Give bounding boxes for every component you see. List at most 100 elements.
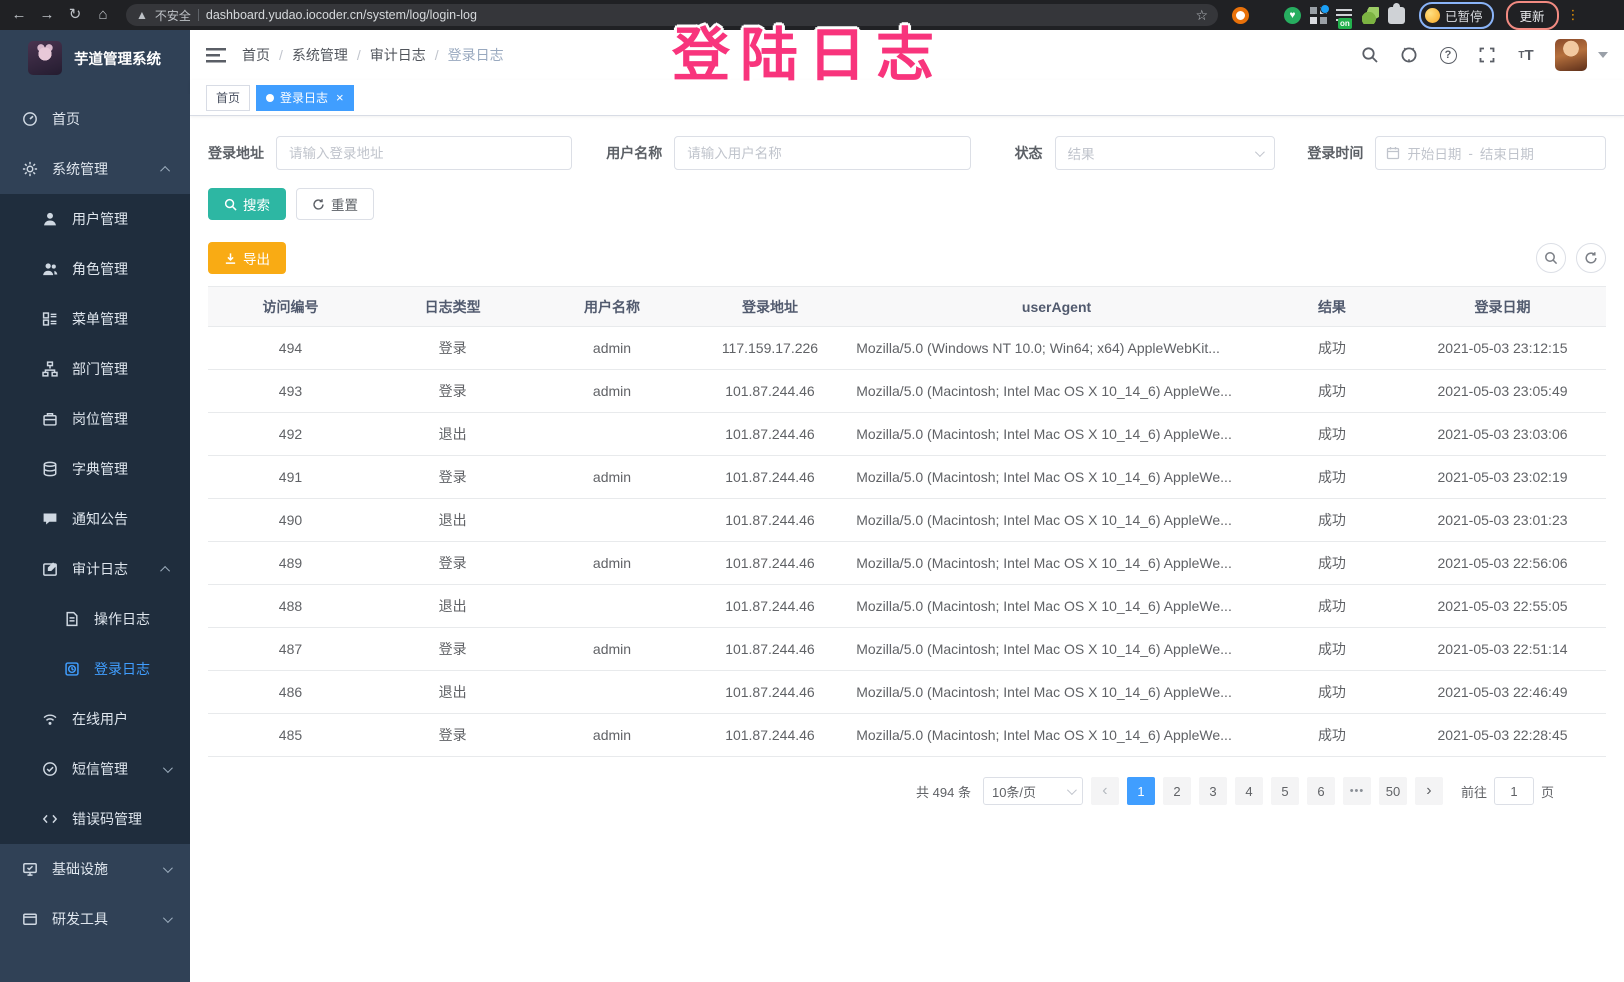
- refresh-icon[interactable]: [1576, 243, 1606, 273]
- close-tab-icon[interactable]: ×: [336, 90, 344, 105]
- extension-grid-icon[interactable]: [1310, 3, 1330, 24]
- toggle-search-icon[interactable]: [1536, 243, 1566, 273]
- devtools-icon: [22, 911, 38, 927]
- sidebar-item-研发工具[interactable]: 研发工具: [0, 894, 190, 944]
- extension-orange-icon[interactable]: [1232, 6, 1249, 24]
- more-pages-button[interactable]: •••: [1342, 777, 1371, 805]
- cell-date: 2021-05-03 22:56:06: [1399, 541, 1606, 585]
- profile-paused-badge[interactable]: 已暂停: [1419, 1, 1494, 29]
- sidebar-item-字典管理[interactable]: 字典管理: [0, 444, 190, 494]
- breadcrumb-item-审计日志[interactable]: 审计日志: [369, 47, 426, 63]
- online-icon: [42, 711, 58, 727]
- table-row[interactable]: 492 退出 101.87.244.46 Mozilla/5.0 (Macintosh…: [208, 412, 1606, 456]
- browser-forward-icon[interactable]: →: [39, 6, 55, 23]
- sidebar-item-角色管理[interactable]: 角色管理: [0, 244, 190, 294]
- cell-result: 成功: [1264, 713, 1400, 757]
- browser-menu-icon[interactable]: ⋮: [1566, 7, 1580, 22]
- table-row[interactable]: 493 登录 admin 101.87.244.46 Mozilla/5.0 (Maci…: [208, 369, 1606, 413]
- end-date-placeholder: 结束日期: [1479, 147, 1534, 162]
- sidebar-item-部门管理[interactable]: 部门管理: [0, 344, 190, 394]
- sidebar-item-通知公告[interactable]: 通知公告: [0, 494, 190, 544]
- username-input-wrap: [674, 136, 971, 170]
- cell-type: 退出: [372, 498, 533, 542]
- search-button[interactable]: 搜索: [208, 188, 286, 220]
- sidebar-item-短信管理[interactable]: 短信管理: [0, 744, 190, 794]
- sidebar-item-label: 系统管理: [52, 161, 108, 177]
- page-button-50[interactable]: 50: [1378, 777, 1407, 805]
- column-header-日志类型: 日志类型: [372, 286, 533, 327]
- table-row[interactable]: 494 登录 admin 117.159.17.226 Mozilla/5.0 (Win…: [208, 326, 1606, 370]
- page-jumper: 前往 页: [1461, 777, 1554, 805]
- sidebar-item-label: 登录日志: [94, 661, 150, 677]
- browser-back-icon[interactable]: ←: [11, 6, 27, 23]
- tab-登录日志[interactable]: 登录日志 ×: [256, 84, 354, 111]
- sidebar: 芋道管理系统 首页系统管理用户管理 角色管理 菜单管理 部门管理 岗位管理 字典管理 通知公…: [0, 30, 190, 982]
- doc-icon: [64, 611, 80, 627]
- chevron-down-icon: [162, 862, 173, 873]
- search-icon[interactable]: [1360, 45, 1380, 65]
- table-row[interactable]: 490 退出 101.87.244.46 Mozilla/5.0 (Macintosh…: [208, 498, 1606, 542]
- page-button-6[interactable]: 6: [1306, 777, 1335, 805]
- cell-result: 成功: [1264, 326, 1400, 370]
- app-logo-row[interactable]: 芋道管理系统: [0, 30, 190, 86]
- page-button-3[interactable]: 3: [1198, 777, 1227, 805]
- breadcrumb-item-首页[interactable]: 首页: [242, 47, 270, 63]
- table-row[interactable]: 491 登录 admin 101.87.244.46 Mozilla/5.0 (Maci…: [208, 455, 1606, 499]
- browser-reload-icon[interactable]: ↻: [68, 6, 82, 23]
- sidebar-item-在线用户[interactable]: 在线用户: [0, 694, 190, 744]
- browser-home-icon[interactable]: ⌂: [98, 6, 108, 23]
- github-icon[interactable]: [1399, 45, 1419, 65]
- sidebar-item-基础设施[interactable]: 基础设施: [0, 844, 190, 894]
- sidebar-item-菜单管理[interactable]: 菜单管理: [0, 294, 190, 344]
- extensions-puzzle-icon[interactable]: [1388, 2, 1405, 24]
- table-row[interactable]: 487 登录 admin 101.87.244.46 Mozilla/5.0 (Maci…: [208, 627, 1606, 671]
- tab-首页[interactable]: 首页×: [206, 84, 251, 111]
- table-row[interactable]: 486 退出 101.87.244.46 Mozilla/5.0 (Macintosh…: [208, 670, 1606, 714]
- browser-update-button[interactable]: 更新: [1505, 0, 1559, 30]
- sidebar-item-首页[interactable]: 首页: [0, 94, 190, 144]
- sidebar-item-审计日志[interactable]: 审计日志: [0, 544, 190, 594]
- sidebar-item-label: 错误码管理: [72, 811, 142, 827]
- sidebar-item-岗位管理[interactable]: 岗位管理: [0, 394, 190, 444]
- extension-list-icon[interactable]: on: [1336, 6, 1353, 29]
- page-button-1[interactable]: 1: [1126, 777, 1155, 805]
- chevron-down-icon[interactable]: [1598, 52, 1608, 58]
- page-size-select[interactable]: 10条/页: [982, 777, 1083, 805]
- notice-icon: [42, 511, 58, 527]
- sidebar-item-操作日志[interactable]: 操作日志: [0, 594, 190, 644]
- breadcrumb: 首页 / 系统管理 / 审计日志 / 登录日志: [242, 45, 1360, 65]
- sidebar-item-登录日志[interactable]: 登录日志: [0, 644, 190, 694]
- collapse-sidebar-icon[interactable]: [206, 47, 226, 63]
- cell-type: 退出: [372, 584, 533, 628]
- extension-diamond-icon[interactable]: [1258, 7, 1275, 24]
- prev-page-button[interactable]: ‹: [1090, 777, 1119, 805]
- extension-heart-icon[interactable]: ♥: [1284, 6, 1301, 24]
- page-button-4[interactable]: 4: [1234, 777, 1263, 805]
- page-button-5[interactable]: 5: [1270, 777, 1299, 805]
- extension-row: ♥ on: [1232, 2, 1405, 29]
- address-input[interactable]: [289, 145, 560, 161]
- next-page-button[interactable]: ›: [1414, 777, 1443, 805]
- address-bar[interactable]: ▲ 不安全 dashboard.yudao.iocoder.cn/system/…: [126, 4, 1218, 26]
- user-avatar[interactable]: [1555, 39, 1587, 71]
- username-input[interactable]: [687, 145, 958, 161]
- sidebar-item-用户管理[interactable]: 用户管理: [0, 194, 190, 244]
- date-range-picker[interactable]: 开始日期 - 结束日期: [1375, 136, 1606, 170]
- breadcrumb-item-系统管理[interactable]: 系统管理: [291, 47, 348, 63]
- help-icon[interactable]: ?: [1438, 45, 1458, 65]
- goto-page-input[interactable]: [1493, 777, 1534, 805]
- table-row[interactable]: 489 登录 admin 101.87.244.46 Mozilla/5.0 (Maci…: [208, 541, 1606, 585]
- export-button[interactable]: 导出: [208, 242, 286, 274]
- sidebar-item-系统管理[interactable]: 系统管理: [0, 144, 190, 194]
- table-row[interactable]: 485 登录 admin 101.87.244.46 Mozilla/5.0 (Maci…: [208, 713, 1606, 757]
- table-row[interactable]: 488 退出 101.87.244.46 Mozilla/5.0 (Macintosh…: [208, 584, 1606, 628]
- page-button-2[interactable]: 2: [1162, 777, 1191, 805]
- status-select[interactable]: 结果: [1054, 136, 1276, 170]
- bookmark-star-icon[interactable]: ☆: [1195, 6, 1208, 23]
- fullscreen-icon[interactable]: [1477, 45, 1497, 65]
- reset-button[interactable]: 重置: [296, 188, 374, 220]
- cell-type: 登录: [372, 713, 533, 757]
- extension-sprout-icon[interactable]: [1362, 6, 1379, 24]
- sidebar-item-错误码管理[interactable]: 错误码管理: [0, 794, 190, 844]
